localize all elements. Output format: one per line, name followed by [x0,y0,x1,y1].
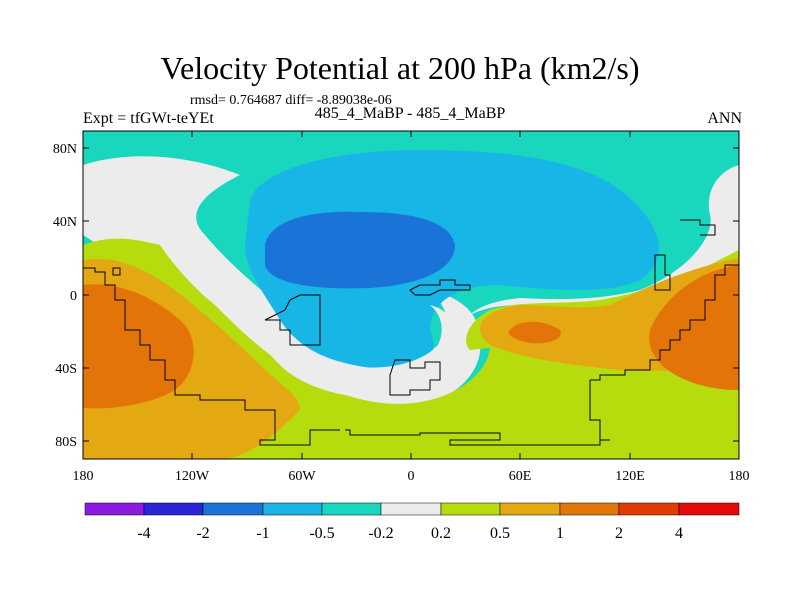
coastline-antarctic [345,429,610,446]
colorbar-swatch [321,502,382,516]
colorbar: -4 -2 -1 -0.5 -0.2 0.2 0.5 1 2 4 [84,502,740,542]
contour-orange-west [83,284,194,409]
colorbar-swatch [262,502,323,516]
lon-label: 0 [408,469,415,484]
contour-white-band-east [470,165,739,315]
lon-label: 120E [615,469,645,484]
coastline-east-continent [590,264,739,381]
contour-orange-blob [508,321,561,344]
lon-label: 60E [509,469,532,484]
lat-labels: 80N 40N 0 40S 80S [53,142,77,450]
colorbar-label: -2 [196,525,209,542]
contour-white-band-west [83,156,481,410]
contour-field [83,131,739,459]
contour-blue-core [265,211,455,289]
colorbar-swatch [84,502,145,516]
colorbar-label: 4 [675,525,683,542]
colorbar-swatch [559,502,620,516]
coastline-island-south [389,359,441,396]
lon-label: 180 [729,469,750,484]
colorbar-swatch [499,502,561,516]
contour-orange-east [649,265,739,390]
colorbar-swatch [143,502,204,516]
coastlines [83,219,739,446]
coastline-north-america-isle [112,267,121,276]
coastline-north-east [680,219,716,236]
coastline-island-east [654,254,671,291]
coastline-south-america [264,294,321,346]
colorbar-label: -4 [137,525,150,542]
colorbar-label: 1 [556,525,564,542]
colorbar-swatch [618,502,680,516]
lat-label: 0 [70,289,77,304]
lon-label: 120W [175,469,210,484]
colorbar-swatch [202,502,264,516]
case-label: 485_4_MaBP - 485_4_MaBP [314,105,506,122]
lon-label: 180 [73,469,94,484]
colorbar-label: 2 [615,525,623,542]
colorbar-label: -0.5 [309,525,334,542]
lat-label: 80N [53,142,77,157]
colorbar-label: -1 [256,525,269,542]
contour-cyan-region [245,150,659,370]
lat-label: 40S [55,362,77,377]
coastline-pacific-west [83,267,340,446]
lat-label: 40N [53,215,77,230]
plot-title: Velocity Potential at 200 hPa (km2/s) [160,50,640,86]
season-label: ANN [707,110,742,127]
colorbar-label: 0.5 [490,525,510,542]
colorbar-swatch [678,502,740,516]
lon-labels: 180 120W 60W 0 60E 120E 180 [73,469,750,484]
lat-label: 80S [55,435,77,450]
colorbar-label: 0.2 [431,525,451,542]
stats-text: rmsd= 0.764687 diff= -8.89038e-06 [190,93,392,108]
experiment-label: Expt = tfGWt-teYEt [83,110,214,127]
coastline-east-continent-south [589,380,601,440]
lon-label: 60W [288,469,316,484]
colorbar-swatch [440,502,501,516]
colorbar-label: -0.2 [368,525,393,542]
contour-white-south [253,305,465,399]
coastline-africa [409,279,471,296]
colorbar-swatch [380,502,442,516]
tick-marks [83,131,739,459]
